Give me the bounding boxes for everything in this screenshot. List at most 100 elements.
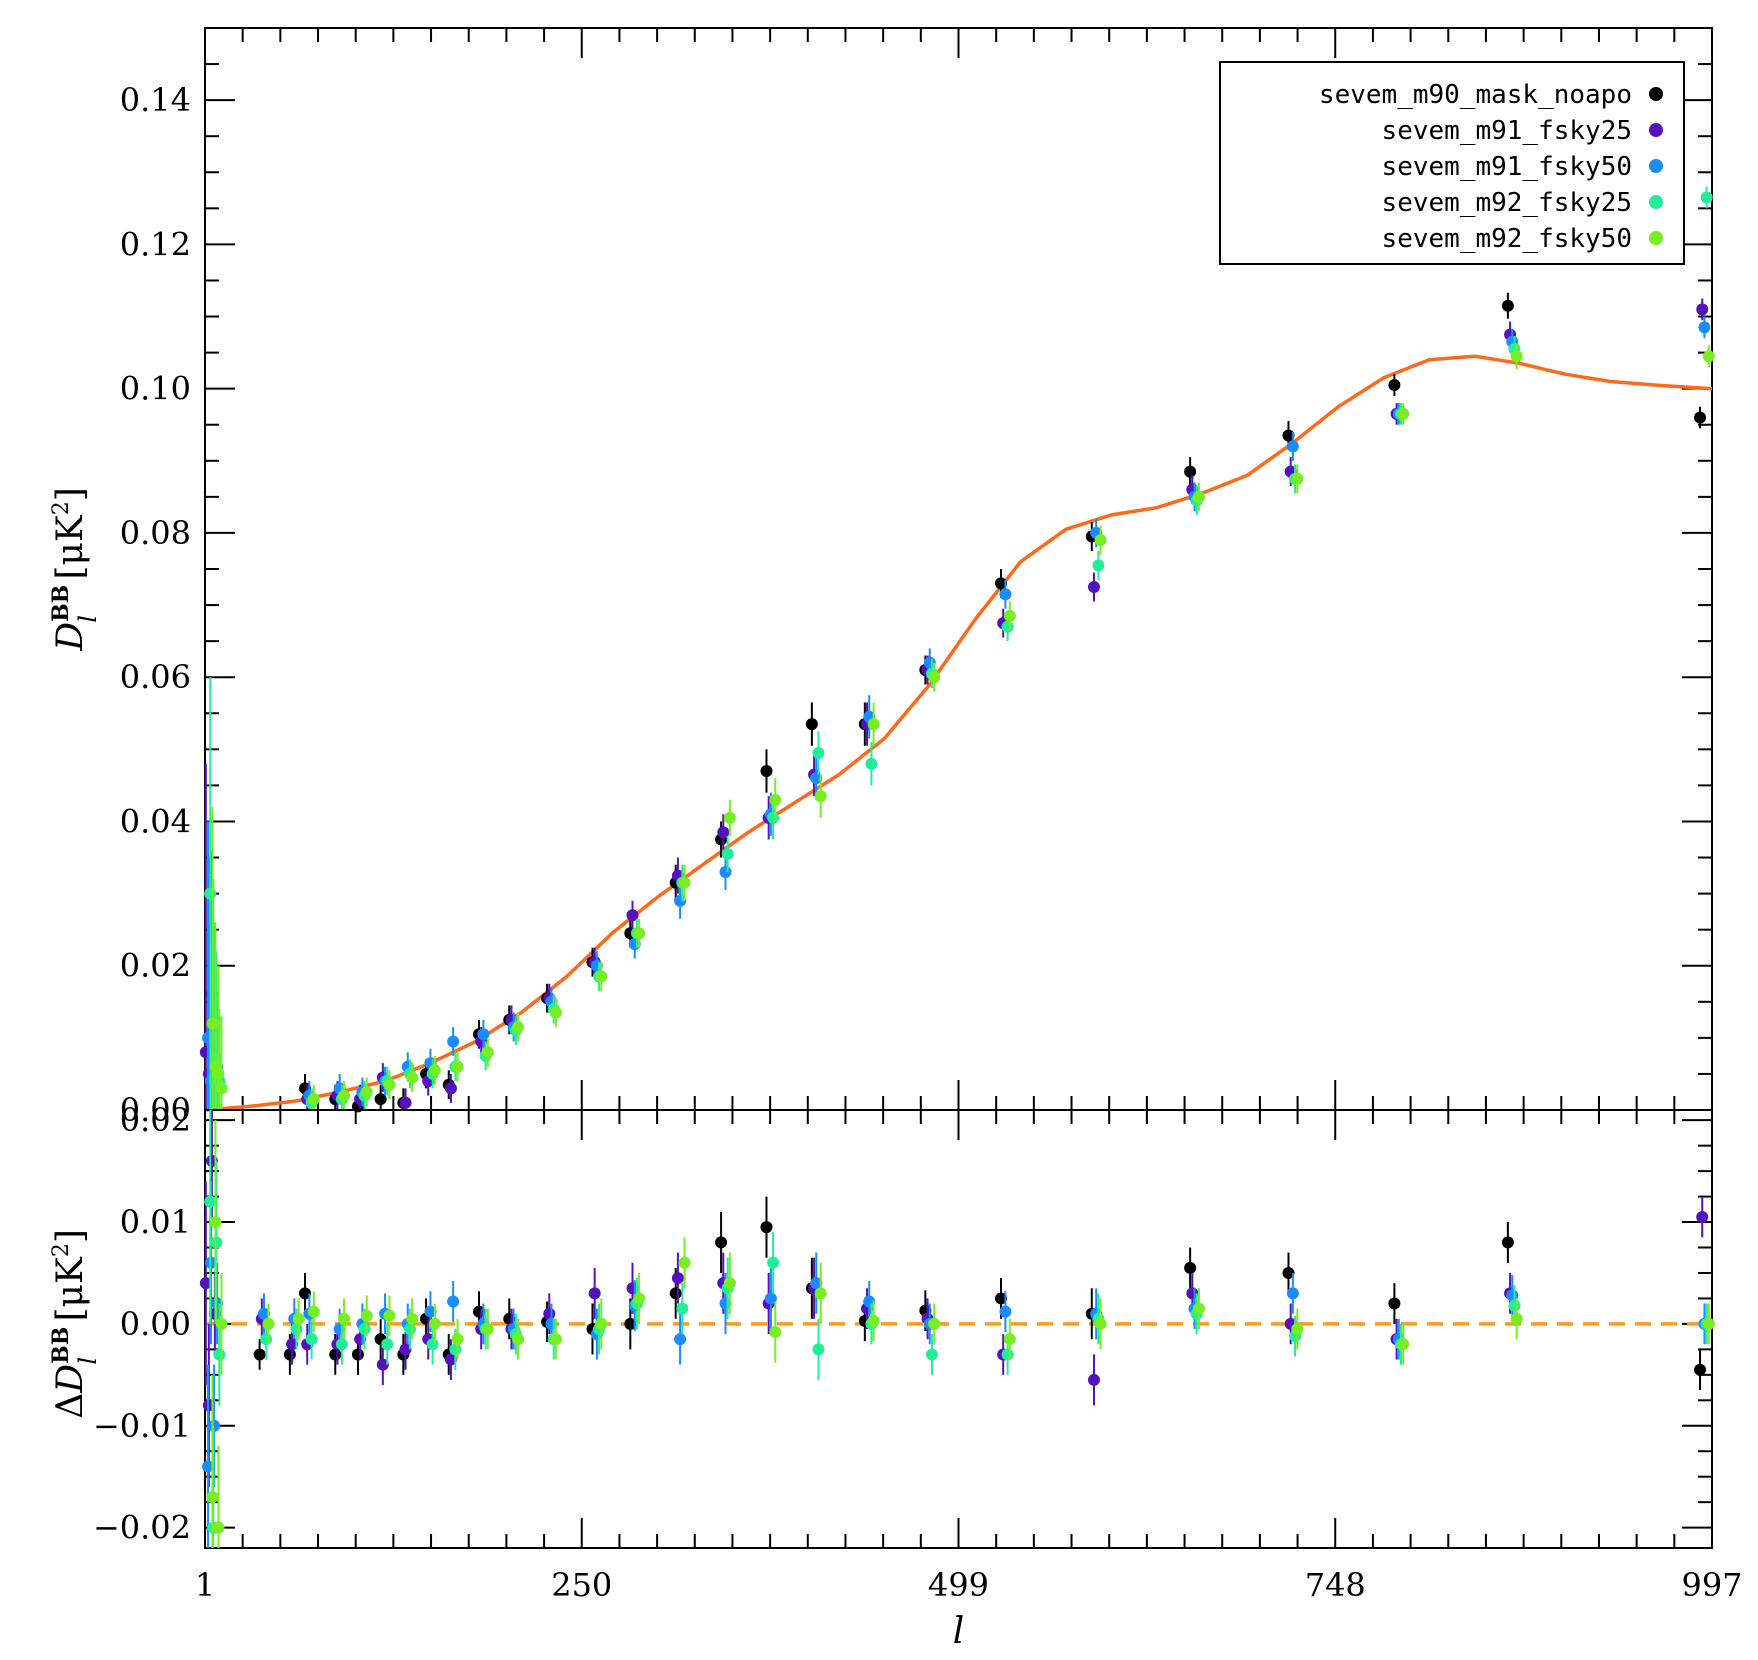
data-point: [1094, 534, 1107, 547]
data-point: [721, 847, 734, 860]
data-point: [1001, 1348, 1014, 1361]
data-point: [406, 1312, 419, 1325]
data-point: [814, 790, 827, 803]
bottom-y-tick-labels: −0.02 −0.01 0.00 0.01 0.02: [93, 1101, 191, 1546]
ylabel-unit-sup: 2: [49, 1243, 74, 1257]
data-point: [810, 772, 823, 785]
data-point: [481, 1046, 494, 1059]
data-point: [669, 1287, 682, 1300]
data-point: [867, 1314, 880, 1327]
data-point: [1282, 429, 1295, 442]
data-point: [767, 1256, 780, 1269]
data-point: [444, 1082, 457, 1095]
data-point: [206, 1491, 219, 1504]
y-tick-label: 0.02: [120, 1101, 191, 1139]
data-point: [1003, 1333, 1016, 1346]
series-sevem_m91_fsky50: [202, 1181, 1711, 1548]
series-sevem_m92_fsky50: [206, 343, 1715, 1110]
ylabel-bracket-open: [: [50, 566, 91, 592]
y-tick-label: −0.02: [93, 1509, 191, 1547]
data-point: [215, 1317, 228, 1330]
data-point: [399, 1096, 412, 1109]
data-point: [449, 1343, 462, 1356]
data-point: [206, 1017, 219, 1030]
legend-marker: [1649, 195, 1663, 209]
ylabel-symbol: D: [50, 622, 91, 652]
data-point: [403, 1323, 416, 1335]
legend-label: sevem_m92_fsky25: [1382, 188, 1632, 218]
data-point: [723, 811, 736, 824]
data-point: [209, 1216, 222, 1229]
legend-marker: [1649, 159, 1663, 173]
data-point: [286, 1338, 299, 1351]
data-point: [1702, 1317, 1715, 1330]
data-point: [671, 1272, 684, 1285]
ylabel-prefix: Δ: [50, 1393, 91, 1419]
data-point: [1001, 620, 1014, 633]
data-point: [212, 1067, 225, 1080]
data-point: [283, 1348, 296, 1361]
x-tick-label: 1: [195, 1566, 215, 1604]
data-point: [444, 1353, 457, 1366]
y-tick-label: 0.01: [120, 1203, 191, 1241]
data-point: [360, 1085, 373, 1098]
data-point: [215, 1082, 228, 1095]
ylabel-unit: μK: [50, 1256, 91, 1307]
top-panel: 0.00 0.02 0.04 0.06 0.08 0.10 0.12 0.14 DBBl [μ…: [48, 27, 1715, 1129]
data-point: [1291, 472, 1304, 485]
data-point: [1698, 321, 1711, 334]
ylabel-unit: μK: [50, 514, 91, 565]
data-point: [1092, 559, 1105, 572]
data-point: [383, 1078, 396, 1091]
y-tick-label: 0.14: [120, 81, 191, 119]
ylabel-bracket-close: ]: [50, 487, 91, 501]
data-point: [549, 1333, 562, 1346]
data-point: [1003, 609, 1016, 622]
data-point: [1397, 1338, 1410, 1351]
data-point: [424, 1305, 437, 1318]
data-point: [723, 1277, 736, 1290]
series-sevem_m92_fsky50: [206, 1120, 1715, 1548]
data-point: [633, 927, 646, 940]
y-tick-label: 0.06: [120, 658, 191, 696]
legend-marker: [1649, 123, 1663, 137]
data-point: [335, 1338, 348, 1351]
legend-label: sevem_m90_mask_noapo: [1319, 80, 1632, 110]
data-point: [1184, 465, 1197, 478]
data-point: [674, 1333, 687, 1346]
data-point: [999, 588, 1012, 601]
data-point: [1700, 191, 1713, 204]
data-point: [305, 1333, 318, 1346]
data-point: [290, 1323, 303, 1335]
x-tick-label: 250: [551, 1566, 612, 1604]
model-curve: [204, 354, 1713, 1112]
data-point: [360, 1309, 373, 1322]
legend-label: sevem_m91_fsky25: [1382, 116, 1632, 146]
data-point: [262, 1317, 275, 1330]
data-point: [1291, 1323, 1304, 1335]
data-point: [760, 764, 773, 777]
data-point: [764, 1292, 777, 1305]
data-point: [1184, 1261, 1197, 1274]
data-point: [202, 1460, 215, 1473]
y-tick-label: 0.08: [120, 514, 191, 552]
data-point: [512, 1333, 525, 1346]
data-point: [595, 1317, 608, 1330]
data-point: [199, 1277, 212, 1290]
data-point: [925, 1348, 938, 1361]
data-point: [595, 970, 608, 983]
y-tick-label: 0.10: [120, 370, 191, 408]
ylabel-sup: BB: [48, 585, 74, 622]
legend-marker: [1649, 231, 1663, 245]
legend-box: [1219, 61, 1685, 265]
data-point: [1192, 1302, 1205, 1315]
data-point: [447, 1295, 460, 1308]
series-sevem_m90_mask_noapo: [253, 1196, 1707, 1391]
data-point: [995, 577, 1008, 590]
data-point: [543, 1307, 556, 1320]
series-sevem_m91_fsky50: [202, 316, 1711, 1110]
top-axis-ticks: [204, 27, 1713, 1111]
data-point: [307, 1093, 320, 1106]
data-point: [624, 1317, 637, 1330]
